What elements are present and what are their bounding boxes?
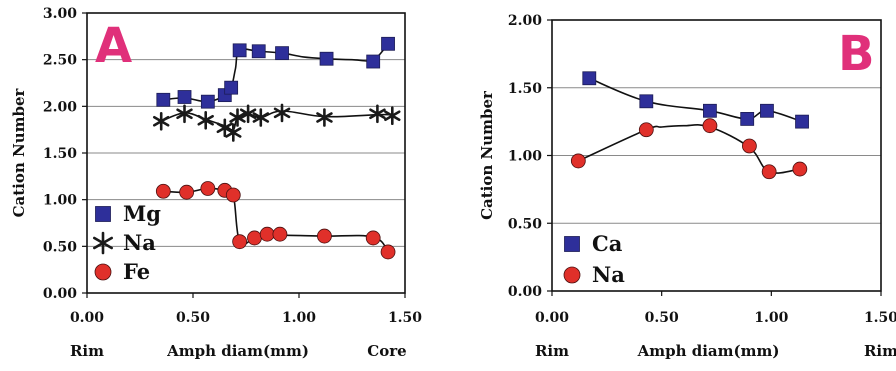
data-point xyxy=(251,44,266,59)
data-point xyxy=(740,112,755,126)
data-point xyxy=(153,112,170,131)
data-point xyxy=(316,108,333,127)
data-point xyxy=(179,184,195,200)
data-point xyxy=(319,51,334,66)
data-point xyxy=(176,104,193,124)
y-axis-label: Cation Number xyxy=(10,87,28,217)
series-mg xyxy=(156,36,395,109)
data-point xyxy=(156,92,171,107)
data-point xyxy=(232,234,248,250)
plot-frame xyxy=(86,12,406,294)
data-point xyxy=(225,123,242,142)
x-axis-label: Amph diam(mm) xyxy=(166,342,309,360)
data-point xyxy=(795,114,809,129)
x-axis-end-label: Rim xyxy=(864,342,896,360)
data-point xyxy=(365,230,381,246)
series-line xyxy=(160,110,393,131)
data-point xyxy=(200,94,215,109)
x-tick-label: 0.00 xyxy=(70,310,104,326)
y-tick-label: 1.50 xyxy=(508,81,542,97)
panel-letter: B xyxy=(838,26,875,82)
y-tick-label: 2.00 xyxy=(43,99,77,115)
data-point xyxy=(239,104,257,124)
legend: Ca Na xyxy=(563,231,625,287)
data-point xyxy=(639,94,654,109)
x-axis-label: Amph diam(mm) xyxy=(637,342,780,360)
y-tick-label: 0.50 xyxy=(43,239,77,255)
data-point xyxy=(232,43,247,58)
y-tick-label: 2.00 xyxy=(508,13,542,29)
data-point xyxy=(275,46,289,61)
data-point xyxy=(703,103,717,118)
x-axis-start-label: Rim xyxy=(535,342,569,360)
panel-letter: A xyxy=(95,18,132,74)
data-point xyxy=(702,118,718,134)
data-point xyxy=(760,103,774,118)
data-point xyxy=(381,36,395,51)
x-tick-label: 0.50 xyxy=(645,310,679,326)
series-na xyxy=(570,118,808,180)
y-tick-label: 0.50 xyxy=(508,216,542,232)
legend: Mg Na Fe xyxy=(93,201,161,284)
data-point xyxy=(792,161,808,177)
legend-marker-na xyxy=(93,231,113,255)
data-point xyxy=(225,187,241,203)
chart-panel-b: 0.00 0.50 1.00 1.50 2.00 0.00 0.50 1.00 1.50 Cati… xyxy=(478,13,896,360)
x-tick-label: 1.50 xyxy=(864,310,896,326)
data-point xyxy=(224,80,239,95)
series-fe xyxy=(155,181,396,260)
y-tick-label: 0.00 xyxy=(43,286,77,302)
x-tick-label: 1.00 xyxy=(754,310,788,326)
data-point xyxy=(742,138,757,154)
data-point xyxy=(155,183,171,199)
x-axis-start-label: Rim xyxy=(70,342,104,360)
y-tick-label: 1.00 xyxy=(508,149,542,165)
series-na xyxy=(153,103,401,142)
data-point xyxy=(259,226,275,242)
x-tick-label: 1.00 xyxy=(282,310,316,326)
data-point xyxy=(317,228,332,244)
data-point xyxy=(273,103,291,123)
data-point xyxy=(582,71,597,86)
legend-label-na: Na xyxy=(592,262,625,287)
x-tick-label: 1.50 xyxy=(388,310,422,326)
data-point xyxy=(366,54,381,69)
legend-marker-fe xyxy=(94,263,112,281)
series-line xyxy=(163,187,389,253)
data-point xyxy=(384,106,401,125)
x-tick-label: 0.00 xyxy=(535,310,569,326)
x-tick-label: 0.50 xyxy=(176,310,210,326)
plot-frame xyxy=(551,19,882,292)
data-point xyxy=(197,111,214,130)
y-tick-label: 3.00 xyxy=(43,6,77,22)
y-tick-label: 2.50 xyxy=(43,53,77,69)
data-point xyxy=(200,181,216,196)
data-point xyxy=(761,164,777,180)
legend-label-ca: Ca xyxy=(592,231,623,256)
legend-marker-na xyxy=(563,266,581,284)
legend-marker-ca xyxy=(564,236,580,252)
data-point xyxy=(247,230,262,246)
legend-label-na: Na xyxy=(123,230,156,255)
legend-label-mg: Mg xyxy=(123,201,161,226)
data-point xyxy=(570,153,586,169)
data-point xyxy=(369,104,386,124)
data-point xyxy=(272,226,288,242)
x-axis-end-label: Core xyxy=(367,342,406,360)
chart-panel-a: 0.00 0.50 1.00 1.50 2.00 2.50 3.00 0.00 0.50 1.00… xyxy=(10,6,422,360)
series-ca xyxy=(582,71,809,129)
y-tick-label: 1.50 xyxy=(43,146,77,162)
data-point xyxy=(177,90,192,104)
legend-marker-mg xyxy=(95,206,111,222)
data-point xyxy=(229,108,246,127)
y-tick-label: 1.00 xyxy=(43,193,77,209)
legend-label-fe: Fe xyxy=(123,259,150,284)
y-axis-label: Cation Number xyxy=(478,90,496,220)
y-tick-label: 0.00 xyxy=(508,284,542,300)
data-point xyxy=(638,122,654,138)
data-point xyxy=(252,108,270,127)
data-point xyxy=(380,244,396,260)
